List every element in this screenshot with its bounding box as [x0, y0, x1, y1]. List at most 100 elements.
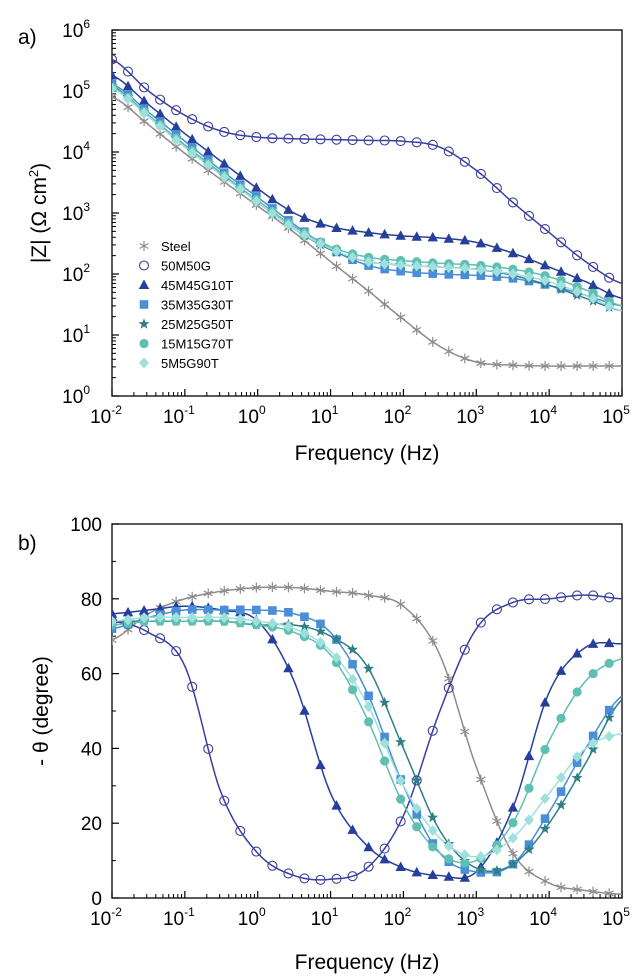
fit-line-50m50g: [112, 58, 622, 285]
data-point: [572, 751, 583, 763]
panel-a-x-ticks: 10-2 10-1 100 101 102 103 104 105: [90, 389, 630, 428]
data-point: [572, 250, 583, 261]
data-point: [411, 866, 422, 877]
data-point: [556, 361, 566, 372]
data-point: [122, 80, 134, 91]
data-point: [443, 233, 454, 243]
data-point: [139, 612, 150, 624]
data-point: [347, 685, 358, 695]
data-point: [428, 842, 438, 852]
data-point: [540, 274, 551, 286]
data-point: [459, 156, 470, 167]
data-point: [524, 360, 534, 371]
data-point: [331, 586, 342, 597]
y-tick-label: 105: [62, 78, 90, 103]
data-point: [460, 865, 470, 874]
data-point: [571, 772, 583, 783]
data-point: [363, 841, 374, 852]
data-point: [587, 279, 599, 290]
data-point: [476, 868, 486, 877]
data-point: [588, 886, 598, 897]
data-point: [139, 624, 150, 636]
data-point: [203, 605, 213, 615]
data-point: [443, 261, 454, 273]
data-point: [283, 582, 294, 593]
data-point: [347, 273, 358, 284]
data-point: [540, 793, 551, 805]
y-tick-label: 103: [62, 200, 90, 225]
data-point: [507, 832, 518, 844]
data-point: [588, 293, 599, 305]
data-point: [331, 652, 342, 664]
data-point: [444, 673, 454, 684]
data-point: [556, 713, 566, 723]
y-tick-exponent: 6: [83, 17, 90, 31]
data-point: [252, 605, 261, 615]
legend-label: 15M15G70T: [161, 337, 233, 352]
legend-marker: [139, 357, 149, 369]
data-point: [460, 858, 470, 868]
data-point: [459, 849, 470, 861]
data-point: [267, 633, 278, 644]
fit-line-50m50g: [112, 594, 622, 881]
x-tick-base: 10: [384, 909, 405, 930]
panel-b-y-label-greek: θ: [30, 741, 53, 753]
data-point: [507, 802, 519, 812]
data-point: [604, 272, 615, 283]
x-tick-base: 10: [456, 909, 477, 930]
data-point: [203, 588, 213, 599]
data-point: [411, 774, 423, 785]
data-point: [298, 621, 310, 632]
data-point: [347, 643, 359, 655]
x-tick-label: 104: [529, 905, 557, 930]
data-point: [363, 135, 374, 146]
y-tick-base: 10: [62, 387, 83, 408]
x-tick-exponent: -2: [111, 403, 122, 417]
data-point: [428, 336, 438, 347]
x-tick-exponent: -1: [184, 403, 195, 417]
y-tick-base: 10: [62, 21, 83, 42]
legend-marker: [138, 279, 150, 289]
data-point: [588, 731, 598, 741]
data-point: [267, 207, 278, 219]
legend-item-45m45g10t: 45M45G10T: [138, 278, 233, 293]
data-point: [491, 844, 502, 856]
data-point: [427, 231, 438, 242]
panel-a-y-axis-label: |Z| (Ω cm2): [26, 163, 51, 263]
data-point: [491, 865, 503, 876]
data-point: [171, 646, 182, 657]
data-point: [112, 615, 117, 627]
data-point: [588, 737, 599, 749]
legend-item-25m25g50t: 25M25G50T: [138, 317, 233, 332]
x-tick-exponent: 1: [332, 403, 339, 417]
legend-label: 45M45G10T: [161, 278, 233, 293]
data-point: [588, 668, 598, 679]
data-point: [155, 120, 166, 132]
legend-item-5m5g90t: 5M5G90T: [139, 356, 219, 371]
data-point: [507, 197, 518, 208]
data-point: [571, 272, 583, 283]
panel-a-y-label-close: ): [28, 163, 51, 170]
x-tick-base: 10: [602, 909, 623, 930]
data-point: [219, 171, 230, 183]
data-point: [507, 247, 519, 258]
x-tick-exponent: 1: [332, 905, 339, 919]
data-point: [219, 158, 230, 168]
data-point: [539, 259, 551, 270]
y-tick-exponent: 4: [83, 139, 90, 153]
data-point: [588, 361, 598, 372]
data-point: [476, 271, 486, 280]
data-point: [379, 258, 390, 270]
data-point: [112, 634, 117, 645]
data-point: [396, 599, 406, 610]
data-point: [459, 872, 471, 882]
y-tick-base: 10: [62, 143, 83, 164]
x-tick-label: 100: [238, 905, 266, 930]
x-tick-base: 10: [163, 909, 184, 930]
panel-a-label: a): [18, 26, 37, 49]
data-point: [299, 229, 310, 241]
data-point: [331, 134, 342, 145]
legend-label: 25M25G50T: [161, 317, 233, 332]
x-tick-label: 10-2: [90, 403, 122, 428]
